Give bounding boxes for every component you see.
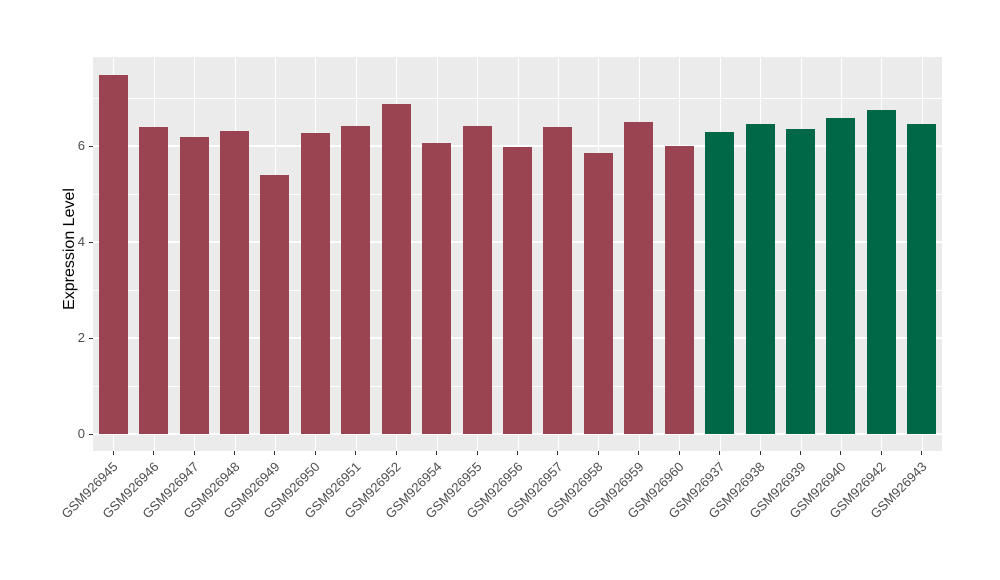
bar <box>705 132 735 434</box>
x-tick-mark <box>678 451 680 455</box>
x-tick-mark <box>274 451 276 455</box>
bar <box>381 103 411 434</box>
bar <box>907 123 937 434</box>
x-tick-mark <box>517 451 518 455</box>
x-tick-mark <box>557 451 559 455</box>
x-tick-mark <box>719 451 721 455</box>
y-tick-label: 6 <box>77 138 85 153</box>
x-tick-mark <box>234 451 235 455</box>
bar <box>786 129 815 434</box>
bar <box>866 110 896 434</box>
x-tick-mark <box>840 451 842 455</box>
bar <box>300 133 330 434</box>
bar <box>179 136 209 434</box>
y-tick-label: 2 <box>77 330 85 345</box>
bar <box>341 125 371 434</box>
y-tick-mark <box>89 145 93 147</box>
bar <box>98 74 128 434</box>
y-tick-mark <box>89 241 93 243</box>
bar <box>624 122 654 434</box>
bar <box>826 118 856 434</box>
bar <box>664 146 694 434</box>
x-tick-mark <box>476 451 478 455</box>
y-tick-mark <box>89 433 93 435</box>
bar <box>220 131 249 434</box>
y-tick-mark <box>89 337 93 339</box>
bar <box>543 126 573 434</box>
x-tick-mark <box>193 451 195 455</box>
x-tick-mark <box>880 451 882 455</box>
x-tick-mark <box>436 451 438 455</box>
bar <box>745 123 775 434</box>
x-tick-mark <box>800 451 801 455</box>
plot-panel <box>93 57 942 451</box>
y-tick-label: 4 <box>77 234 85 249</box>
x-tick-mark <box>759 451 761 455</box>
bar <box>260 174 290 434</box>
x-tick-mark <box>395 451 397 455</box>
bar <box>462 125 492 434</box>
x-tick-mark <box>112 451 114 455</box>
bar <box>139 126 169 434</box>
x-tick-mark <box>597 451 599 455</box>
bar <box>583 153 613 434</box>
bar <box>503 146 532 434</box>
x-tick-mark <box>638 451 640 455</box>
x-tick-mark <box>153 451 155 455</box>
x-tick-mark <box>314 451 316 455</box>
x-tick-mark <box>355 451 357 455</box>
y-tick-label: 0 <box>77 426 85 441</box>
x-tick-mark <box>921 451 923 455</box>
bar <box>422 143 452 434</box>
